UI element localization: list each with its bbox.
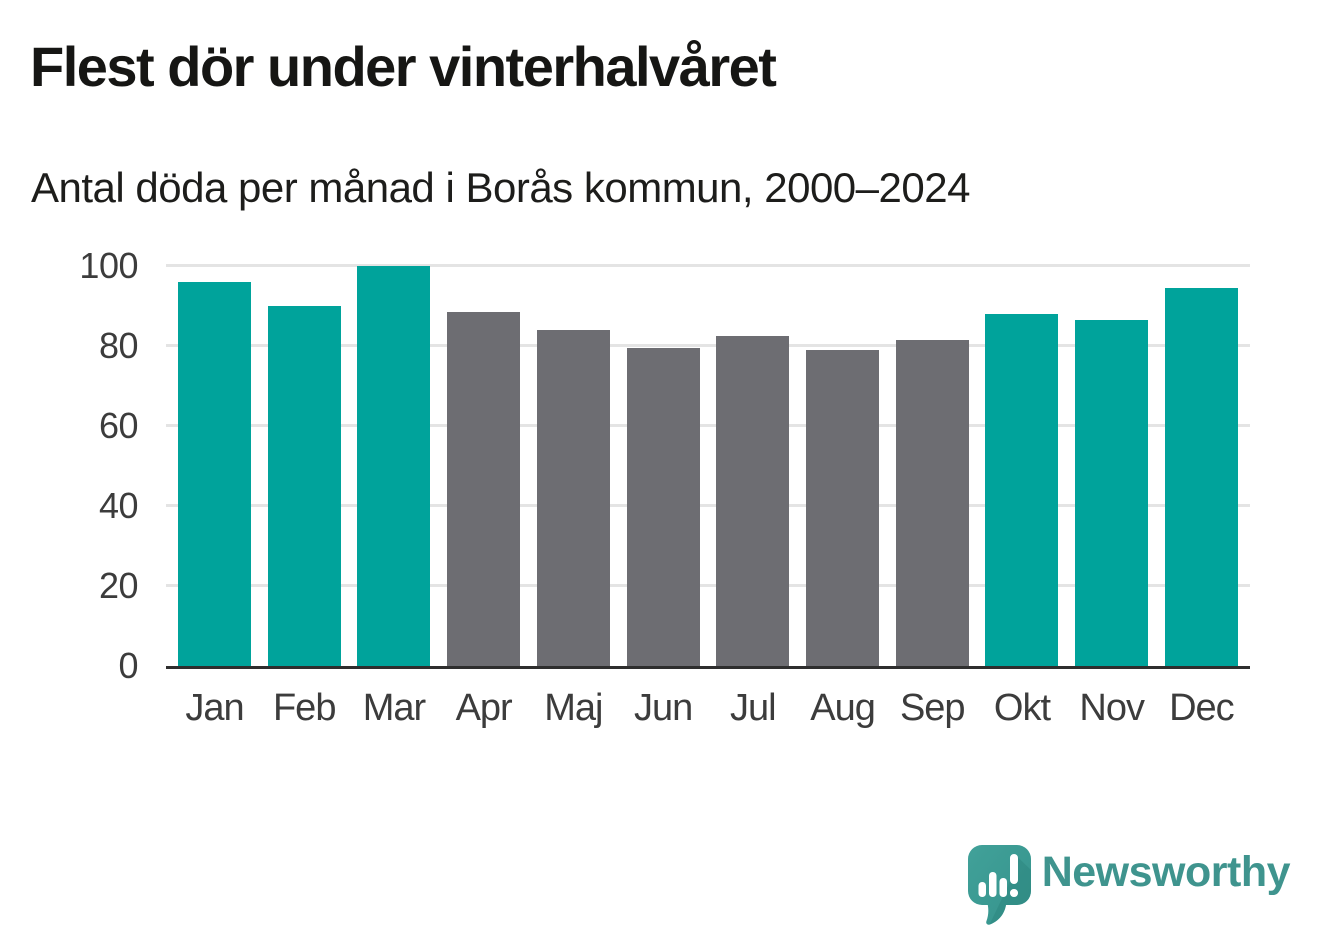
- x-tick-label-maj: Maj: [544, 687, 603, 729]
- bar-apr: [447, 312, 521, 666]
- y-tick-label-40: 40: [98, 485, 139, 526]
- gridline-80: [166, 344, 1250, 347]
- gridline-40: [166, 504, 1250, 507]
- bar-dec: [1164, 288, 1238, 666]
- y-tick-label-60: 60: [98, 405, 139, 446]
- bar-feb: [267, 306, 341, 666]
- x-tick-label-jun: Jun: [633, 687, 693, 729]
- bar-sep: [895, 340, 969, 666]
- gridline-20: [166, 584, 1250, 587]
- x-tick-label-jul: Jul: [730, 687, 777, 729]
- x-tick-label-nov: Nov: [1079, 687, 1145, 729]
- x-tick-label-jan: Jan: [185, 687, 244, 729]
- bar-jul: [716, 336, 790, 666]
- x-tick-label-mar: Mar: [362, 687, 426, 729]
- gridline-60: [166, 424, 1250, 427]
- chart-title: Flest dör under vinterhalvåret: [30, 35, 777, 98]
- x-tick-label-apr: Apr: [455, 687, 513, 729]
- y-tick-label-100: 100: [79, 245, 138, 286]
- brand-name: Newsworthy: [1041, 848, 1291, 896]
- bars-container: [166, 266, 1250, 666]
- x-axis-tick-labels: Jan Feb Mar Apr Maj Jun Jul Aug Sep Okt Nov Dec: [166, 687, 1250, 730]
- bar-mar: [357, 266, 431, 666]
- x-tick-label-sep: Sep: [899, 687, 966, 729]
- y-tick-label-20: 20: [98, 565, 139, 606]
- x-tick-label-okt: Okt: [993, 687, 1051, 729]
- bar-jun: [626, 348, 700, 666]
- x-tick-label-feb: Feb: [272, 687, 336, 729]
- bar-nov: [1075, 320, 1149, 666]
- y-tick-label-80: 80: [98, 325, 139, 366]
- y-tick-label-0: 0: [118, 645, 138, 686]
- bar-okt: [985, 314, 1059, 666]
- bar-aug: [806, 350, 880, 666]
- bar-maj: [536, 330, 610, 666]
- y-axis-tick-labels: 0 20 40 60 80 100: [0, 245, 139, 686]
- brand-logo: Newsworthy: [967, 845, 1291, 925]
- plot-area: [166, 264, 1250, 669]
- newsworthy-logo-icon: [967, 845, 1031, 925]
- x-tick-label-dec: Dec: [1169, 687, 1235, 729]
- chart-subtitle: Antal döda per månad i Borås kommun, 200…: [31, 164, 970, 211]
- bar-jan: [178, 282, 251, 666]
- x-tick-label-aug: Aug: [810, 687, 876, 729]
- gridline-100: [166, 264, 1250, 267]
